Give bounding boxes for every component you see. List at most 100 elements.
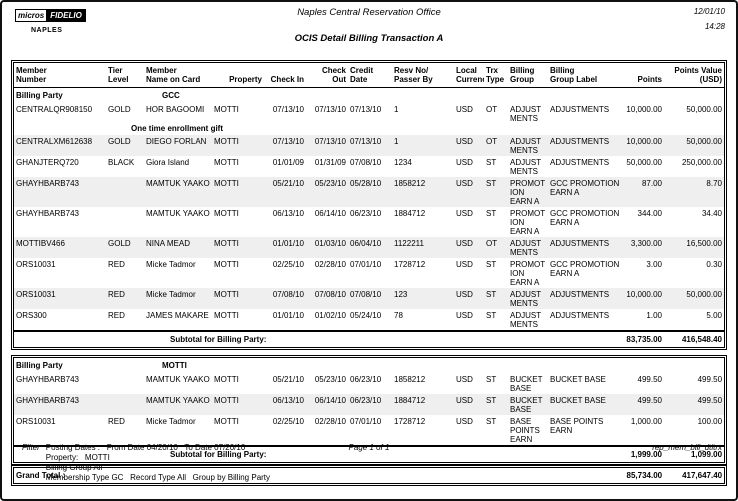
subtotal-points-value: 416,548.40 xyxy=(664,330,724,347)
cell-member-name: NINA MEAD xyxy=(144,237,212,258)
micros-fidelio-logo: micros FIDELIO NAPLES xyxy=(15,9,86,34)
cell-credit-date: 07/01/10 xyxy=(350,260,382,269)
cell-member-number: GHAYHBARB743 xyxy=(16,209,79,218)
cell-billing-group-label: GCC PROMOTION EARN A xyxy=(550,209,620,227)
subtotal-row: Subtotal for Billing Party: 1,999.00 1,099… xyxy=(14,445,725,462)
cell-check-in: 05/21/10 xyxy=(272,375,304,384)
row-note: One time enrollment gift xyxy=(14,124,724,135)
cell-member-name: MAMTUK YAAKO xyxy=(146,209,210,218)
cell-points-value: 0.30 xyxy=(706,260,722,269)
cell-resv-no: 1884712 xyxy=(392,394,454,415)
cell-points-value: 8.70 xyxy=(664,177,724,207)
billing-party-label: Billing Party xyxy=(16,91,63,100)
col-header-resv-no: Resv No/ Passer By xyxy=(392,63,454,88)
cell-credit-date: 07/01/10 xyxy=(350,417,382,426)
cell-resv-no: 1 xyxy=(394,105,399,114)
filter-line: Posting Dates : From Date 04/20/10 To Da… xyxy=(45,443,246,452)
cell-trx-type: ST xyxy=(486,311,497,320)
cell-trx-type: ST xyxy=(486,209,497,218)
cell-points: 87.00 xyxy=(624,177,664,207)
cell-member-number: CENTRALQR908150 xyxy=(16,105,93,114)
cell-trx-type: OT xyxy=(484,135,508,156)
cell-points: 50,000.00 xyxy=(626,158,662,167)
billing-party-row: Billing Party GCC xyxy=(14,88,724,104)
cell-billing-group-label: ADJUSTMENTS xyxy=(550,105,610,114)
report-body: Member Number Tier Level Member Name on Ca… xyxy=(11,60,727,486)
cell-points: 499.50 xyxy=(624,394,664,415)
row-note-text: One time enrollment gift xyxy=(131,124,224,133)
cell-billing-group-label: ADJUSTMENTS xyxy=(550,158,610,167)
cell-billing-group: ADJUST MENTS xyxy=(510,311,542,329)
cell-points-value: 250,000.00 xyxy=(681,158,722,167)
report-date: 12/01/10 xyxy=(693,7,725,16)
cell-local-currency: USD xyxy=(456,209,473,218)
cell-tier-level: RED xyxy=(108,260,125,269)
cell-check-out: 07/08/10 xyxy=(306,288,348,309)
table-row: GHAYHBARB743 MAMTUK YAAKO MOTTI 05/21/10 05/… xyxy=(14,177,724,207)
cell-resv-no: 1 xyxy=(392,135,454,156)
cell-property: MOTTI xyxy=(212,288,264,309)
cell-local-currency: USD xyxy=(456,417,473,426)
cell-tier-level: GOLD xyxy=(106,135,144,156)
cell-tier-level xyxy=(106,177,144,207)
cell-trx-type: ST xyxy=(486,260,497,269)
col-header-check-in: Check In xyxy=(264,63,306,88)
cell-member-number: ORS10031 xyxy=(14,288,106,309)
cell-property: MOTTI xyxy=(214,311,239,320)
cell-points: 1,000.00 xyxy=(630,417,662,426)
cell-trx-type: ST xyxy=(486,158,497,167)
grand-total-section: Grand Total : 85,734.00 417,647.40 xyxy=(11,465,727,486)
cell-points-value: 50,000.00 xyxy=(686,105,722,114)
subtotal-points: 83,735.00 xyxy=(624,330,664,347)
cell-check-out: 05/23/10 xyxy=(306,177,348,207)
cell-check-in: 07/13/10 xyxy=(264,135,306,156)
cell-property: MOTTI xyxy=(214,417,239,426)
col-header-points: Points xyxy=(624,63,664,88)
col-header-points-value: Points Value (USD) xyxy=(664,63,724,88)
cell-credit-date: 06/23/10 xyxy=(350,375,382,384)
col-header-property: Property xyxy=(212,63,264,88)
filter-lines: Posting Dates : From Date 04/20/10 To Da… xyxy=(46,443,270,483)
cell-resv-no: 123 xyxy=(392,288,454,309)
cell-member-name: Micke Tadmor xyxy=(146,417,196,426)
subtotal-points-value: 1,099.00 xyxy=(664,445,725,462)
cell-billing-group: ADJUST MENTS xyxy=(508,135,548,156)
cell-points: 10,000.00 xyxy=(624,135,664,156)
table-row: GHAYHBARB743 MAMTUK YAAKO MOTTI 06/13/10 06/… xyxy=(14,207,724,237)
filter-block: Filter Posting Dates : From Date 04/20/1… xyxy=(22,443,270,483)
cell-resv-no: 1122211 xyxy=(392,237,454,258)
col-header-trx-type: Trx Type xyxy=(484,63,508,88)
cell-points-value: 50,000.00 xyxy=(664,288,724,309)
cell-points: 10,000.00 xyxy=(626,105,662,114)
grand-total-label: Grand Total : xyxy=(16,471,66,480)
cell-check-out: 06/14/10 xyxy=(314,209,346,218)
cell-points-value: 499.50 xyxy=(697,375,723,384)
cell-tier-level: RED xyxy=(106,288,144,309)
cell-resv-no: 78 xyxy=(394,311,403,320)
cell-resv-no: 1234 xyxy=(394,158,412,167)
cell-points-value: 499.50 xyxy=(664,394,725,415)
cell-trx-type: ST xyxy=(486,375,497,384)
billing-party-section: Member Number Tier Level Member Name on Ca… xyxy=(11,60,727,350)
cell-billing-group: PROMOT ION EARN A xyxy=(508,177,548,207)
column-header-row: Member Number Tier Level Member Name on Ca… xyxy=(14,63,724,88)
cell-billing-group-label: ADJUSTMENTS xyxy=(548,288,624,309)
table-row: ORS300 RED JAMES MAKARE MOTTI 01/01/10 01/02/… xyxy=(14,309,724,331)
cell-tier-level xyxy=(106,394,144,415)
cell-member-number: ORS300 xyxy=(16,311,47,320)
col-header-local-currency: Local Currency xyxy=(454,63,484,88)
cell-points: 3.00 xyxy=(646,260,662,269)
cell-tier-level xyxy=(106,207,144,237)
table-row: GHANJTERQ720 BLACK Giora Island MOTTI 01/01/… xyxy=(14,156,724,177)
cell-check-out: 02/28/10 xyxy=(314,260,346,269)
filter-label: Filter xyxy=(22,443,40,452)
subtotal-label: Subtotal for Billing Party: xyxy=(14,330,624,347)
cell-credit-date: 06/23/10 xyxy=(348,394,392,415)
cell-check-out: 01/31/09 xyxy=(314,158,346,167)
brand-wordmark: micros FIDELIO xyxy=(15,9,86,22)
cell-check-out: 07/13/10 xyxy=(306,135,348,156)
cell-points-value: 16,500.00 xyxy=(664,237,724,258)
page-number: Page 1 of 1 xyxy=(348,443,390,452)
cell-billing-group: BUCKET BASE xyxy=(510,375,543,393)
